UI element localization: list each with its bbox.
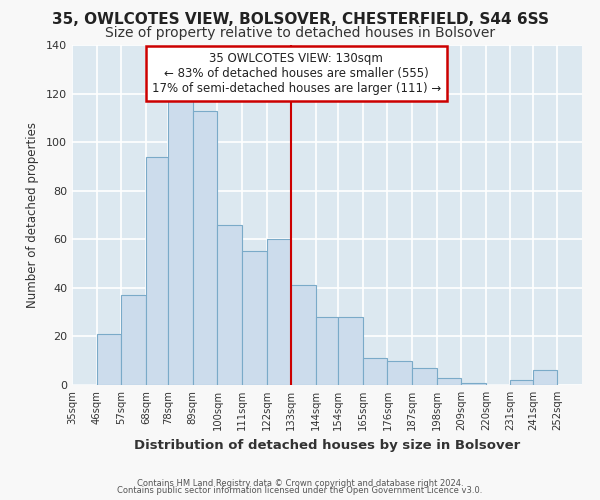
Bar [168,98,193,385]
Bar [437,378,461,385]
Bar [217,224,242,385]
Y-axis label: Number of detached properties: Number of detached properties [26,122,39,308]
Bar [412,368,437,385]
Bar [511,380,533,385]
Bar [533,370,557,385]
Bar [121,295,146,385]
Bar [388,360,412,385]
Bar [193,110,217,385]
Bar [146,156,168,385]
Text: 35 OWLCOTES VIEW: 130sqm
← 83% of detached houses are smaller (555)
17% of semi-: 35 OWLCOTES VIEW: 130sqm ← 83% of detach… [152,52,441,95]
Bar [363,358,388,385]
Bar [266,240,291,385]
Text: Contains HM Land Registry data © Crown copyright and database right 2024.: Contains HM Land Registry data © Crown c… [137,478,463,488]
Bar [316,317,338,385]
X-axis label: Distribution of detached houses by size in Bolsover: Distribution of detached houses by size … [134,438,520,452]
Bar [291,286,316,385]
Text: Size of property relative to detached houses in Bolsover: Size of property relative to detached ho… [105,26,495,40]
Text: Contains public sector information licensed under the Open Government Licence v3: Contains public sector information licen… [118,486,482,495]
Bar [338,317,363,385]
Bar [242,252,266,385]
Bar [461,382,486,385]
Text: 35, OWLCOTES VIEW, BOLSOVER, CHESTERFIELD, S44 6SS: 35, OWLCOTES VIEW, BOLSOVER, CHESTERFIEL… [52,12,548,28]
Bar [97,334,121,385]
